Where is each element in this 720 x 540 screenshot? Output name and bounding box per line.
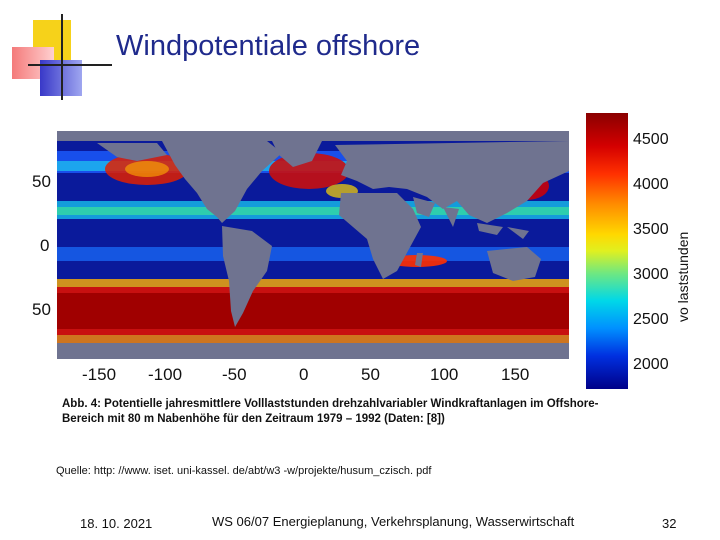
caption-line-2: Bereich mit 80 m Nabenhöhe für den Zeitr… (62, 413, 445, 425)
colorbar-unit-label: vo laststunden (675, 232, 691, 322)
lat-tick-label: 50 (32, 300, 51, 319)
lon-tick-label: -100 (148, 365, 183, 384)
footer-page-number: 32 (662, 516, 677, 531)
wind-map (57, 131, 569, 359)
lon-tick-label: -150 (82, 365, 117, 384)
colorbar (586, 113, 628, 389)
colorbar-tick: 4000 (633, 176, 669, 193)
decor-vertical-line (61, 14, 63, 100)
colorbar-unit: vo laststunden (675, 232, 691, 322)
lon-tick-label: -50 (222, 365, 247, 384)
colorbar-tick: 2000 (633, 356, 669, 373)
lon-tick-label: 0 (299, 365, 309, 384)
source-note: Quelle: http: //www. iset. uni-kassel. d… (56, 465, 432, 477)
lat-tick-label: 50 (32, 172, 51, 191)
slide-title: Windpotentiale offshore (116, 30, 421, 62)
colorbar-tick: 2500 (633, 311, 669, 328)
figure-caption: Abb. 4: Potentielle jahresmittlere Volll… (62, 397, 678, 427)
caption-line-1: Abb. 4: Potentielle jahresmittlere Volll… (62, 398, 599, 410)
lat-tick-label: 0 (40, 236, 50, 255)
footer-course: WS 06/07 Energieplanung, Verkehrsplanung… (212, 514, 575, 529)
lon-tick-label: 150 (501, 365, 530, 384)
colorbar-tick: 3000 (633, 266, 669, 283)
colorbar-tick: 4500 (633, 131, 669, 148)
footer-date: 18. 10. 2021 (80, 516, 153, 531)
colorbar-tick: 3500 (633, 221, 669, 238)
decor-horizontal-line (28, 64, 112, 66)
map-image (57, 131, 569, 359)
lon-tick-label: 50 (361, 365, 380, 384)
lon-tick-label: 100 (430, 365, 459, 384)
